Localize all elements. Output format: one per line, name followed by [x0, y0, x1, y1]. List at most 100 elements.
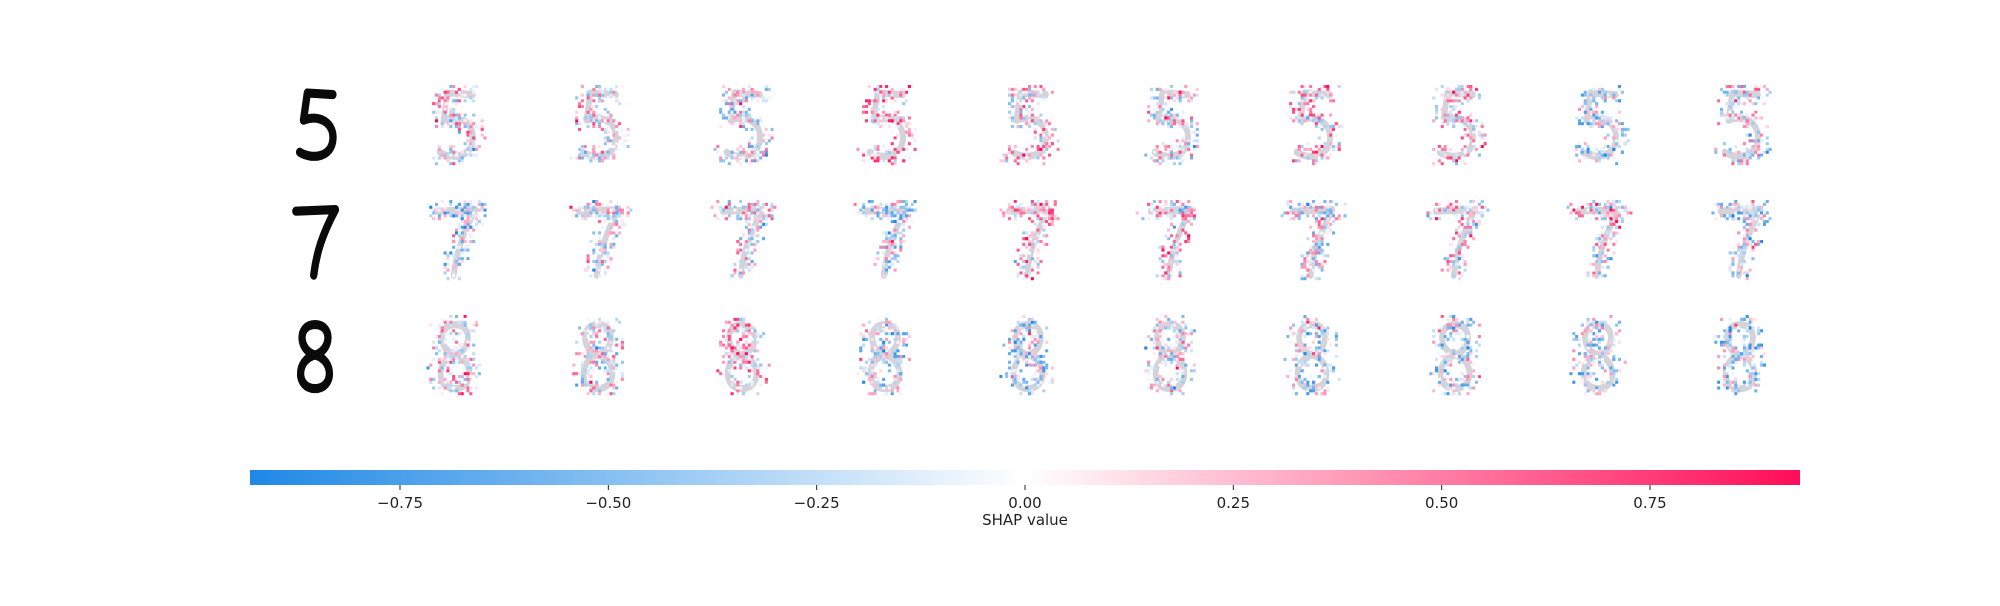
shap-pixel	[730, 346, 734, 350]
shap-pixel	[739, 237, 743, 241]
shap-pixel	[1443, 377, 1447, 381]
shap-pixel	[1292, 159, 1296, 163]
shap-pixel	[1745, 153, 1749, 157]
shap-pixel	[1737, 150, 1741, 154]
shap-pixel	[1326, 386, 1330, 390]
shap-pixel	[1294, 159, 1298, 163]
shap-pixel	[1036, 156, 1040, 160]
shap-pixel	[1737, 245, 1741, 249]
shap-pixel	[1595, 113, 1599, 117]
shap-pixel	[1618, 99, 1622, 103]
shap-pixel	[1170, 352, 1174, 356]
shap-pixel	[1329, 369, 1333, 373]
shap-pixel	[1760, 217, 1764, 221]
shap-pixel	[1748, 251, 1752, 255]
shap-pixel	[443, 332, 447, 336]
shap-pixel	[1734, 105, 1738, 109]
shap-pixel	[1725, 85, 1729, 89]
shap-pixel	[893, 254, 897, 258]
shap-pixel	[1010, 113, 1014, 117]
shap-pixel	[1589, 262, 1593, 266]
shap-pixel	[586, 377, 590, 381]
shap-pixel	[759, 375, 763, 379]
shap-pixel	[1457, 355, 1461, 359]
shap-pixel	[730, 122, 734, 126]
shap-pixel	[744, 237, 748, 241]
shap-pixel	[1297, 159, 1301, 163]
shap-pixel	[887, 159, 891, 163]
shap-pixel	[603, 268, 607, 272]
shap-pixel	[432, 340, 436, 344]
shap-pixel	[1609, 214, 1613, 218]
shap-map-7-10	[1708, 200, 1772, 281]
shap-pixel	[893, 352, 897, 356]
shap-pixel	[1466, 147, 1470, 151]
shap-pixel	[440, 335, 444, 339]
shap-pixel	[1620, 220, 1624, 224]
shap-pixel	[1170, 202, 1174, 206]
shap-pixel	[606, 139, 610, 143]
shap-pixel	[460, 248, 464, 252]
shap-pixel	[609, 200, 613, 204]
shap-pixel	[736, 317, 740, 321]
shap-pixel	[736, 214, 740, 218]
shap-pixel	[435, 110, 439, 114]
shap-pixel	[1292, 383, 1296, 387]
shap-pixel	[1751, 245, 1755, 249]
shap-pixel	[1737, 329, 1741, 333]
shap-pixel	[457, 245, 461, 249]
shap-pixel	[1008, 202, 1012, 206]
shap-pixel	[615, 337, 619, 341]
shap-pixel	[759, 225, 763, 229]
shap-pixel	[724, 217, 728, 221]
shap-pixel	[452, 375, 456, 379]
shap-pixel	[1309, 375, 1313, 379]
shap-pixel	[1742, 90, 1746, 94]
shap-pixel	[1455, 214, 1459, 218]
shap-pixel	[1592, 96, 1596, 100]
shap-pixel	[1760, 214, 1764, 218]
shap-pixel	[1745, 277, 1749, 281]
shap-pixel	[1022, 268, 1026, 272]
shap-pixel	[1178, 337, 1182, 341]
shap-pixel	[586, 372, 590, 376]
shap-map-5-1	[432, 85, 487, 166]
shap-pixel	[910, 220, 914, 224]
shap-pixel	[1728, 346, 1732, 350]
shap-pixel	[620, 85, 624, 89]
shap-pixel	[1466, 211, 1470, 215]
shap-pixel	[1575, 211, 1579, 215]
shap-pixel	[443, 377, 447, 381]
shap-pixel	[733, 377, 737, 381]
shap-pixel	[887, 214, 891, 218]
shap-pixel	[1289, 90, 1293, 94]
shap-pixel	[1172, 162, 1176, 166]
shap-pixel	[606, 320, 610, 324]
shap-pixel	[1053, 200, 1057, 204]
shap-pixel	[443, 156, 447, 160]
shap-pixel	[589, 326, 593, 330]
shap-pixel	[1306, 150, 1310, 154]
shap-pixel	[1332, 125, 1336, 129]
shap-pixel	[592, 110, 596, 114]
shap-pixel	[1045, 145, 1049, 149]
shap-pixel	[1452, 107, 1456, 111]
shap-pixel	[1754, 113, 1758, 117]
shap-pixel	[463, 202, 467, 206]
shap-pixel	[1030, 257, 1034, 261]
shap-pixel	[747, 119, 751, 123]
shap-pixel	[1477, 202, 1481, 206]
shap-pixel	[1309, 208, 1313, 212]
shap-pixel	[455, 380, 459, 384]
shap-pixel	[1190, 116, 1194, 120]
shap-pixel	[1751, 153, 1755, 157]
shap-pixel	[472, 136, 476, 140]
shap-pixel	[1589, 119, 1593, 123]
shap-pixel	[1592, 254, 1596, 258]
shap-pixel	[1440, 355, 1444, 359]
shap-pixel	[1469, 200, 1473, 204]
shap-pixel	[1317, 231, 1321, 235]
shap-pixel	[722, 93, 726, 97]
shap-pixel	[1615, 242, 1619, 246]
shap-pixel	[1477, 220, 1481, 224]
